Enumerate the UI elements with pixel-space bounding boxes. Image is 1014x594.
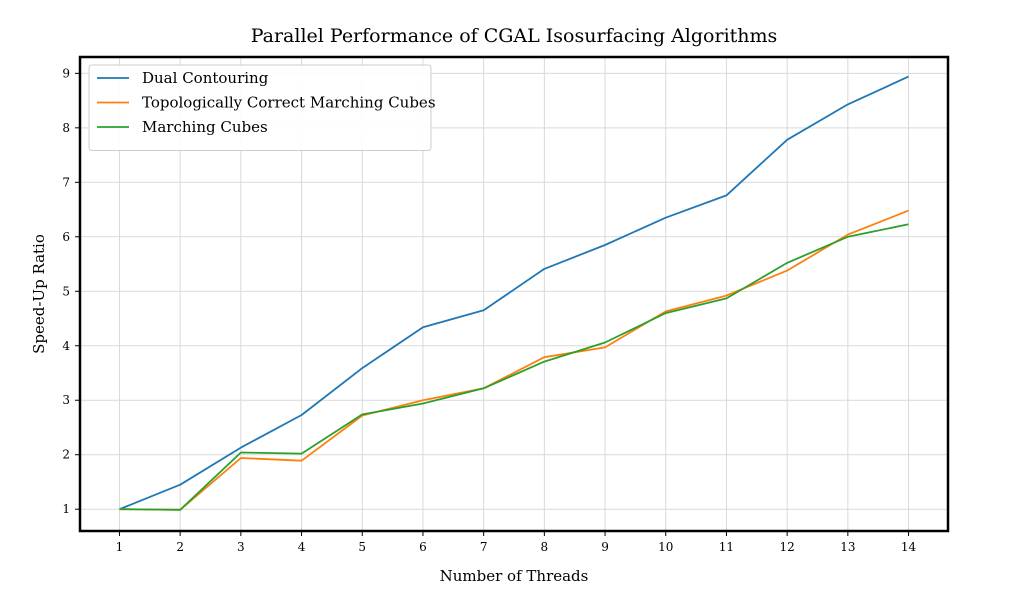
y-tick-label: 1: [62, 502, 70, 516]
chart-title: Parallel Performance of CGAL Isosurfacin…: [251, 25, 778, 47]
y-tick-label: 7: [62, 175, 70, 189]
x-tick-label: 14: [901, 540, 917, 554]
legend-label-0: Dual Contouring: [142, 69, 269, 87]
series-lines: [119, 75, 909, 511]
x-axis-label: Number of Threads: [440, 567, 589, 585]
y-tick-label: 9: [62, 66, 70, 80]
legend: Dual Contouring Topologically Correct Mar…: [88, 64, 436, 151]
y-axis-label: Speed-Up Ratio: [30, 234, 48, 354]
x-tick-label: 13: [840, 540, 855, 554]
y-axis-ticks: 1 2 3 4 5 6 7 8 9: [62, 66, 80, 516]
x-tick-label: 2: [176, 540, 184, 554]
y-tick-label: 6: [62, 230, 70, 244]
x-tick-label: 4: [298, 540, 306, 554]
legend-box: [88, 64, 432, 151]
series-line-2: [119, 223, 909, 511]
x-tick-label: 10: [658, 540, 673, 554]
x-tick-label: 3: [237, 540, 245, 554]
legend-label-1: Topologically Correct Marching Cubes: [142, 94, 436, 112]
plot-frame: [78, 55, 950, 533]
x-tick-label: 7: [480, 540, 488, 554]
y-tick-label: 8: [62, 121, 70, 135]
x-tick-label: 9: [601, 540, 609, 554]
x-axis-ticks: 1 2 3 4 5 6 7 8 9 10 11 12 13 14: [116, 531, 917, 554]
y-tick-label: 3: [62, 393, 70, 407]
x-tick-label: 11: [719, 540, 734, 554]
y-tick-label: 4: [62, 339, 70, 353]
y-tick-label: 2: [62, 448, 70, 462]
x-tick-label: 1: [116, 540, 124, 554]
series-line-0: [119, 75, 909, 511]
x-tick-label: 5: [358, 540, 366, 554]
x-tick-label: 8: [541, 540, 549, 554]
x-tick-label: 6: [419, 540, 427, 554]
x-tick-label: 12: [780, 540, 795, 554]
legend-label-2: Marching Cubes: [142, 118, 268, 136]
series-line-1: [119, 209, 909, 511]
y-tick-label: 5: [62, 284, 70, 298]
